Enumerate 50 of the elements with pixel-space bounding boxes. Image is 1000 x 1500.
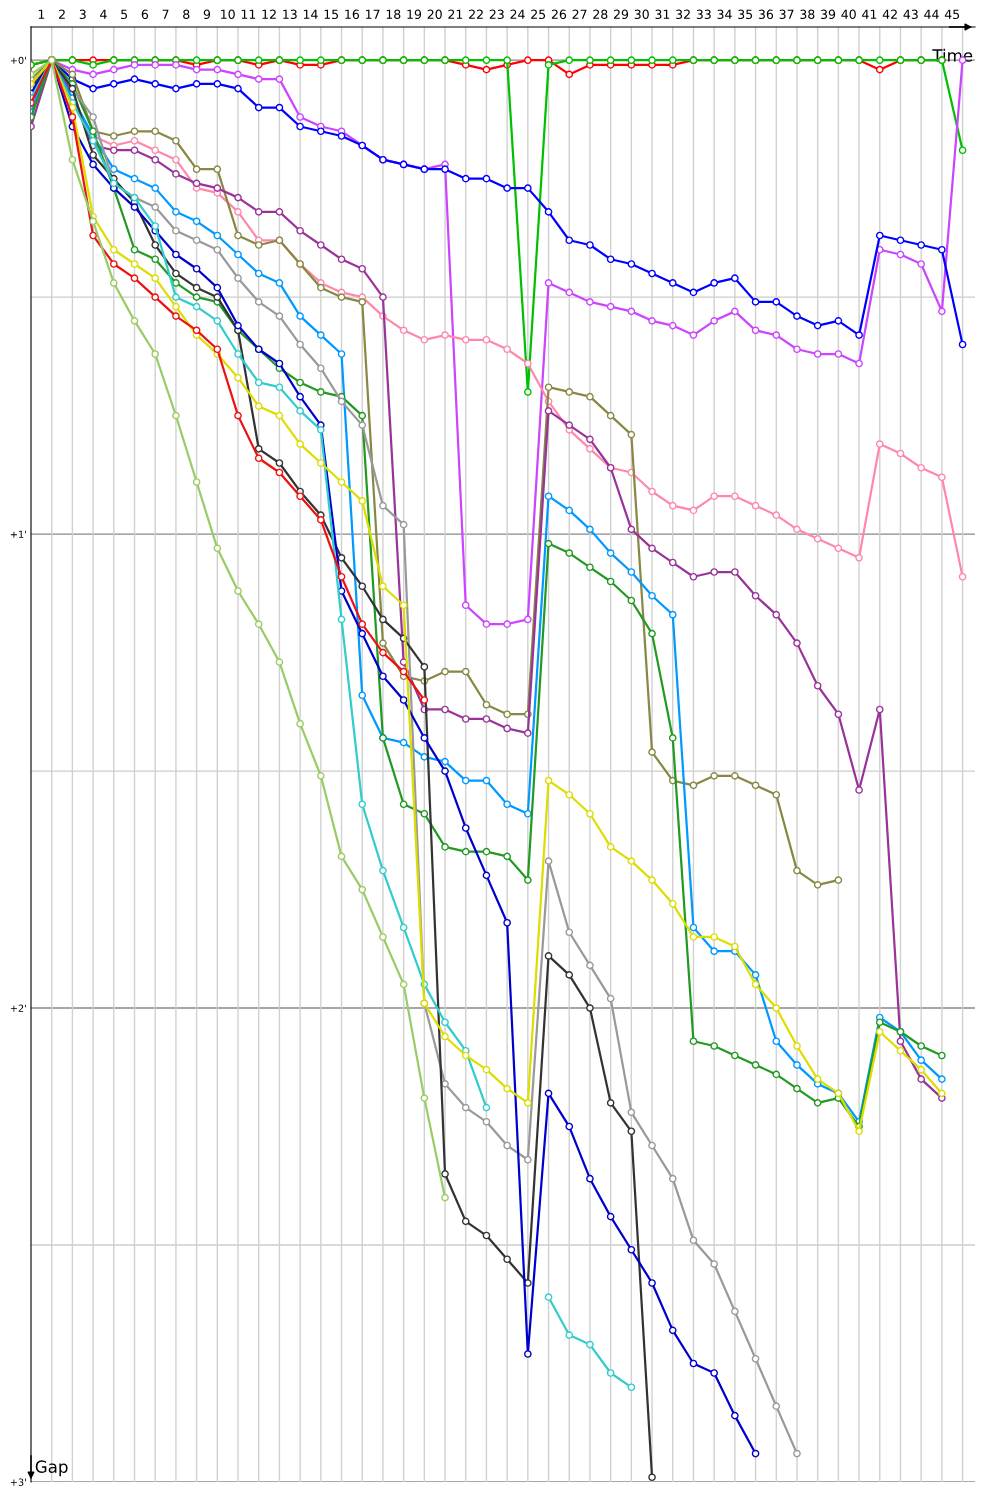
x-tick-label: 39 [821,9,836,20]
x-tick-label: 10 [221,9,235,20]
x-tick-label: 17 [366,9,380,19]
x-tick-label: 21 [448,9,463,19]
y-tick-label: +0' [10,56,26,65]
x-tick-label: 29 [613,9,629,20]
x-tick-label: 24 [510,9,525,19]
x-tick-label: 38 [800,9,815,20]
x-tick-label: 6 [141,9,149,20]
x-tick-label: 37 [779,9,794,20]
x-tick-label: 35 [738,9,753,20]
x-tick-label: 22 [469,9,483,19]
x-tick-label: 5 [121,9,128,20]
x-tick-label: 34 [717,9,732,20]
x-tick-label: 25 [531,9,546,20]
x-tick-label: 4 [100,9,107,19]
x-tick-label: 18 [386,9,401,20]
x-tick-label: 9 [203,9,211,20]
x-tick-label: 15 [324,9,339,20]
x-tick-label: 16 [345,9,360,20]
y-tick-label: +2' [10,1004,26,1012]
x-tick-label: 20 [427,9,442,20]
x-tick-label: 32 [676,9,690,20]
x-tick-label: 14 [303,9,318,19]
x-tick-label: 28 [593,9,608,20]
x-tick-label: 42 [882,9,897,19]
x-tick-label: 2 [58,9,65,19]
x-tick-label: 40 [841,9,856,20]
y-tick-label: +1' [10,530,26,538]
y-axis-title: Gap [35,1460,68,1477]
x-tick-label: 45 [944,9,960,20]
x-tick-label: 41 [862,9,877,19]
x-tick-label: 8 [183,9,190,20]
x-tick-label: 19 [407,9,422,20]
x-tick-label: 43 [903,9,918,20]
x-tick-label: 31 [655,9,670,20]
x-tick-label: 30 [634,9,649,20]
x-tick-label: 33 [696,9,711,20]
x-tick-label: 12 [262,9,276,19]
x-tick-label: 27 [572,9,587,19]
x-tick-label: 13 [283,9,297,20]
x-tick-label: 44 [924,9,939,19]
y-tick-label: +3' [10,1478,26,1486]
x-tick-label: 3 [79,9,86,20]
x-tick-label: 7 [162,9,169,19]
x-tick-label: 26 [551,9,567,20]
x-tick-label: 1 [38,9,45,19]
x-tick-label: 36 [758,9,774,20]
x-tick-label: 23 [489,9,504,20]
x-tick-label: 11 [241,9,256,19]
